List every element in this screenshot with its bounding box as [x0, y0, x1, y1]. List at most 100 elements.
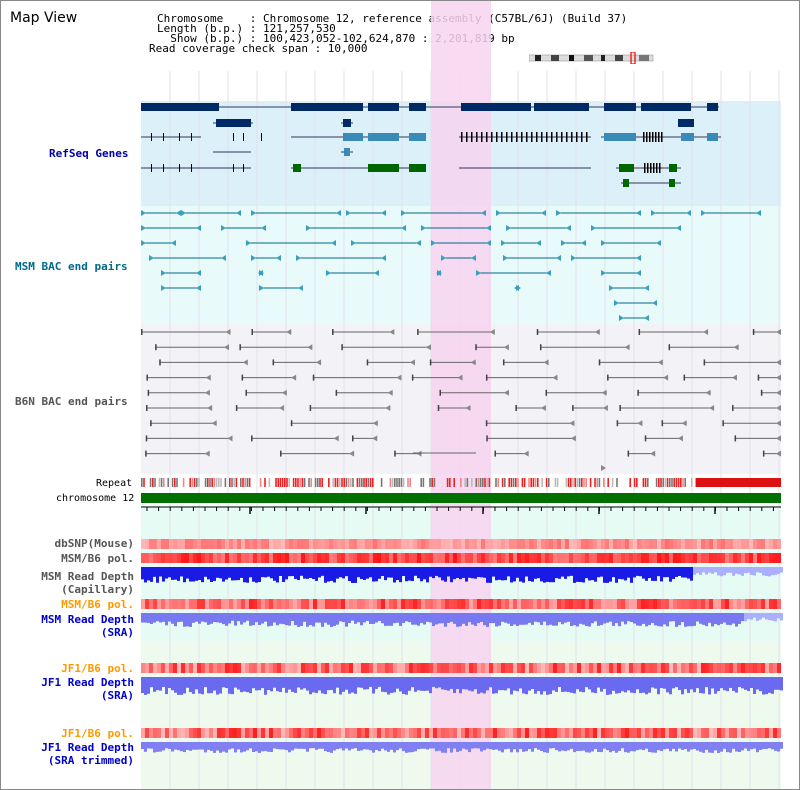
jf1-b6-pol-cell: [337, 663, 341, 673]
track-label-msm-b6-pol-1[interactable]: MSM/B6 pol.: [61, 552, 134, 565]
jf1-b6-pol-cell: [545, 728, 549, 738]
msm-bac-end: [486, 240, 491, 246]
msm-b6-pol-cell: [749, 599, 753, 609]
jf1-b6-pol-cell: [341, 728, 345, 738]
msm-b6-pol-cell: [517, 599, 521, 609]
jf1-depth-trimmed-bar: [390, 742, 393, 750]
msm-depth-sra-bar: [777, 613, 780, 619]
repeat-element: [350, 478, 352, 487]
msm-b6-pol-cell: [225, 553, 229, 563]
refseq-exon: [409, 164, 426, 172]
track-label-msm-b6-pol-2[interactable]: MSM/B6 pol.: [61, 598, 134, 611]
jf1-depth-sra-bar: [579, 677, 582, 692]
track-label-msm-bac[interactable]: MSM BAC end pairs: [15, 260, 128, 273]
jf1-depth-trimmed-bar: [198, 742, 201, 750]
jf1-b6-pol-cell: [693, 663, 697, 673]
msm-depth-capillary-bar: [489, 567, 492, 583]
jf1-depth-trimmed-bar: [462, 742, 465, 749]
msm-depth-sra-bar: [549, 613, 552, 625]
msm-depth-capillary-bar: [522, 567, 525, 583]
track-label-jf1-read-depth-trimmed[interactable]: JF1 Read Depth (SRA trimmed): [41, 741, 134, 767]
b6n-bac-end: [734, 435, 737, 442]
track-label-jf1-b6-pol-2[interactable]: JF1/B6 pol.: [61, 727, 134, 740]
jf1-depth-trimmed-bar: [495, 742, 498, 750]
track-label-msm-read-depth-sra[interactable]: MSM Read Depth (SRA): [41, 613, 134, 639]
jf1-depth-sra-bar: [756, 677, 759, 690]
msm-b6-pol-cell: [253, 553, 257, 563]
jf1-b6-pol-cell: [153, 728, 157, 738]
jf1-b6-pol-cell: [453, 663, 457, 673]
track-label-msm-read-depth-capillary[interactable]: MSM Read Depth (Capillary): [41, 570, 134, 596]
msm-depth-capillary-bar: [300, 567, 303, 576]
msm-depth-sra-bar: [768, 613, 771, 621]
msm-b6-pol-cell: [305, 553, 309, 563]
msm-b6-pol-cell: [281, 599, 285, 609]
b6n-bac-end: [349, 450, 355, 457]
msm-depth-capillary-bar: [684, 567, 687, 578]
msm-b6-pol-cell: [733, 553, 737, 563]
repeat-element: [510, 478, 513, 487]
msm-depth-capillary-bar: [696, 567, 699, 574]
dbsnp-cell: [189, 539, 193, 549]
msm-depth-sra-bar: [747, 613, 750, 620]
dbsnp-cell: [569, 539, 573, 549]
jf1-depth-trimmed-bar: [498, 742, 501, 751]
msm-b6-pol-cell: [753, 599, 757, 609]
jf1-depth-sra-bar: [282, 677, 285, 688]
jf1-b6-pol-cell: [325, 728, 329, 738]
jf1-depth-trimmed-bar: [525, 742, 528, 752]
jf1-depth-sra-bar: [357, 677, 360, 688]
msm-depth-capillary-bar: [324, 567, 327, 583]
jf1-depth-sra-bar: [147, 677, 150, 694]
jf1-b6-pol-cell: [753, 728, 757, 738]
msm-depth-capillary-bar: [729, 567, 732, 573]
jf1-b6-pol-cell: [209, 728, 213, 738]
jf1-depth-trimmed-bar: [306, 742, 309, 752]
track-label-refseq[interactable]: RefSeq Genes: [49, 147, 129, 160]
msm-depth-capillary-bar: [513, 567, 516, 582]
jf1-depth-sra-bar: [372, 677, 375, 694]
msm-depth-capillary-bar: [588, 567, 591, 581]
jf1-depth-trimmed-bar: [531, 742, 534, 752]
track-label-dbsnp[interactable]: dbSNP(Mouse): [54, 537, 134, 550]
msm-b6-pol-cell: [245, 553, 249, 563]
track-label-b6n-bac[interactable]: B6N BAC end pairs: [15, 395, 128, 408]
msm-depth-sra-bar: [234, 613, 237, 626]
b6n-bac-end: [627, 450, 630, 457]
jf1-b6-pol-cell: [417, 663, 421, 673]
msm-b6-pol-cell: [193, 553, 197, 563]
msm-depth-capillary-bar: [216, 567, 219, 578]
repeat-element: [644, 478, 647, 487]
msm-depth-sra-bar: [255, 613, 258, 623]
jf1-depth-trimmed-bar: [537, 742, 540, 750]
track-label-jf1-read-depth-sra[interactable]: JF1 Read Depth (SRA): [41, 676, 134, 702]
b6n-bac-end: [372, 420, 378, 427]
dbsnp-cell: [293, 539, 297, 549]
jf1-depth-trimmed-bar: [651, 742, 654, 753]
chromosome-ideogram[interactable]: [529, 52, 655, 64]
msm-depth-sra-bar: [687, 613, 690, 627]
jf1-depth-sra-bar: [672, 677, 675, 689]
msm-depth-sra-bar: [291, 613, 294, 622]
jf1-depth-sra-bar: [312, 677, 315, 693]
refseq-exon: [461, 103, 531, 111]
jf1-depth-sra-bar: [189, 677, 192, 693]
dbsnp-cell: [317, 539, 321, 549]
repeat-element: [495, 478, 497, 487]
b6n-bac-end: [225, 329, 231, 335]
refseq-exon-tick: [179, 133, 180, 141]
jf1-b6-pol-cell: [605, 728, 609, 738]
jf1-depth-trimmed-bar: [180, 742, 183, 752]
jf1-b6-pol-cell: [273, 663, 277, 673]
repeat-element: [636, 478, 638, 487]
msm-b6-pol-cell: [485, 553, 489, 563]
msm-depth-sra-bar: [588, 613, 591, 627]
refseq-exon-tick: [461, 132, 463, 142]
msm-bac-end: [486, 225, 491, 231]
track-label-jf1-b6-pol-1[interactable]: JF1/B6 pol.: [61, 662, 134, 675]
msm-b6-pol-cell: [441, 553, 445, 563]
msm-bac-end: [221, 225, 226, 231]
jf1-b6-pol-cell: [577, 728, 581, 738]
msm-depth-sra-bar: [342, 613, 345, 623]
